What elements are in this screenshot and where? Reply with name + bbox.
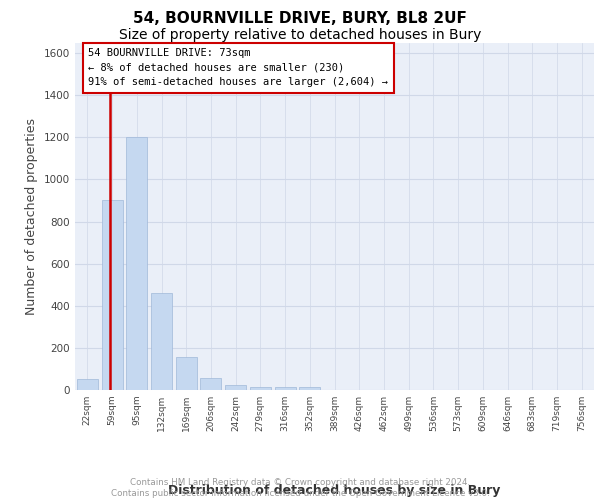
Bar (77, 380, 98, 390)
Bar (225, 384, 246, 390)
Y-axis label: Number of detached properties: Number of detached properties (25, 118, 38, 315)
Text: Contains HM Land Registry data © Crown copyright and database right 2024.
Contai: Contains HM Land Registry data © Crown c… (110, 478, 490, 498)
Bar (250, 387, 271, 390)
Bar (275, 387, 296, 390)
Bar (151, 293, 172, 390)
Bar (176, 358, 197, 390)
Bar (101, 200, 122, 390)
X-axis label: Distribution of detached houses by size in Bury: Distribution of detached houses by size … (169, 484, 500, 497)
Text: Size of property relative to detached houses in Bury: Size of property relative to detached ho… (119, 28, 481, 42)
Bar (299, 387, 320, 390)
Bar (126, 138, 147, 390)
Bar (200, 378, 221, 390)
Text: 54 BOURNVILLE DRIVE: 73sqm
← 8% of detached houses are smaller (230)
91% of semi: 54 BOURNVILLE DRIVE: 73sqm ← 8% of detac… (88, 48, 388, 88)
Text: 54, BOURNVILLE DRIVE, BURY, BL8 2UF: 54, BOURNVILLE DRIVE, BURY, BL8 2UF (133, 11, 467, 26)
